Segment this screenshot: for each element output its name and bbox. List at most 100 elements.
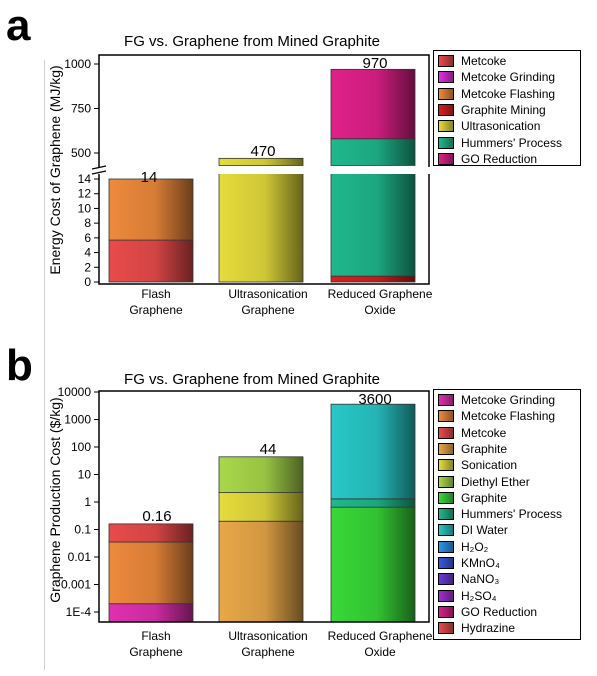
panel-b-legend-swatch (438, 476, 454, 488)
panel-b-category-label: Graphene (241, 645, 295, 659)
panel-a-legend-swatch (438, 137, 454, 149)
panel-b-category-label: Graphene (129, 645, 183, 659)
panel-a-legend-item: Hummers' Process (438, 135, 562, 151)
panel-a-bar-segment (219, 172, 303, 282)
panel-a-category-label: Oxide (364, 303, 396, 317)
panel-b-chart: FG vs. Graphene from Mined Graphite Grap… (47, 371, 433, 659)
panel-b-legend-swatch (438, 557, 454, 569)
panel-b-legend-item: DI Water (438, 522, 508, 538)
panel-b-legend-label: H₂SO₄ (461, 589, 497, 603)
panel-b-legend-item: Metcoke (438, 425, 506, 441)
panel-b-category-label: Ultrasonication (228, 629, 307, 643)
panel-b-legend-swatch (438, 492, 454, 504)
panel-b-legend-label: KMnO₄ (461, 556, 500, 570)
panel-a-category-label: Flash (141, 287, 170, 301)
panel-b-total-label: 44 (260, 441, 277, 458)
panel-a-legend-item: Metcoke (438, 53, 506, 69)
panel-b-legend-item: NaNO₃ (438, 571, 499, 587)
panel-b-ytick-label: 100 (71, 440, 91, 454)
panel-a-ytick-label: 500 (71, 146, 91, 160)
panel-b-legend-item: H₂SO₄ (438, 588, 497, 604)
panel-a-bar-segment (331, 139, 415, 166)
panel-a-bar-segment (109, 240, 193, 282)
panel-b-legend-item: Metcoke Flashing (438, 408, 555, 424)
panel-a-total-label: 14 (141, 169, 158, 186)
panel-b-total-label: 0.16 (142, 508, 171, 525)
panel-b-bar-segment (109, 524, 193, 542)
panel-b-legend-label: Hydrazine (461, 621, 515, 635)
panel-b-legend-label: NaNO₃ (461, 572, 499, 586)
panel-a-title: FG vs. Graphene from Mined Graphite (124, 33, 380, 50)
panel-b-legend-swatch (438, 410, 454, 422)
panel-a-legend-item: GO Reduction (438, 151, 537, 167)
panel-a-legend-label: GO Reduction (461, 152, 537, 166)
panel-b-ytick-label: 0.1 (74, 523, 91, 537)
panel-b-legend-swatch (438, 524, 454, 536)
panel-b-legend-item: Graphite (438, 441, 507, 457)
panel-b-legend-label: Metcoke Flashing (461, 409, 555, 423)
panel-b-title: FG vs. Graphene from Mined Graphite (124, 371, 380, 388)
panel-b-legend-item: Sonication (438, 457, 517, 473)
panel-b-legend-swatch (438, 606, 454, 618)
panel-a-total-label: 970 (362, 55, 387, 72)
panel-b-category-label: Flash (141, 629, 170, 643)
panel-a-legend-swatch (438, 55, 454, 67)
panel-b-bar-segment (219, 521, 303, 622)
panel-b-legend-item: Diethyl Ether (438, 474, 530, 490)
panel-a-ytick-label: 2 (84, 260, 91, 274)
panel-b-legend-label: Graphite (461, 442, 507, 456)
panel-a-legend-swatch (438, 88, 454, 100)
panel-b-ytick-label: 10000 (58, 385, 92, 399)
panel-a-ytick-label: 8 (84, 216, 91, 230)
panel-b-category-label: Oxide (364, 645, 396, 659)
panel-b-legend-label: GO Reduction (461, 605, 537, 619)
panel-a-legend: Metcoke Metcoke Grinding Metcoke Flashing G… (433, 50, 581, 166)
panel-a-legend-label: Metcoke Grinding (461, 70, 555, 84)
panel-b-legend-swatch (438, 394, 454, 406)
panel-a-ytick-label: 750 (71, 102, 91, 116)
panel-a-ytick-label: 1000 (64, 57, 91, 71)
panel-b-bar-segment (219, 457, 303, 493)
panel-a-total-label: 470 (250, 143, 275, 160)
panel-b-legend-label: Sonication (461, 458, 517, 472)
panel-b-legend-label: Diethyl Ether (461, 475, 530, 489)
panel-a-legend-swatch (438, 104, 454, 116)
panel-b-legend-item: H₂O₂ (438, 539, 488, 555)
panel-a-chart: FG vs. Graphene from Mined Graphite Ener… (47, 33, 433, 317)
panel-a-legend-swatch (438, 153, 454, 165)
panel-b-legend-label: Metcoke (461, 426, 506, 440)
panel-b-legend-item: KMnO₄ (438, 555, 500, 571)
panel-a-legend-label: Metcoke (461, 54, 506, 68)
panel-a-legend-item: Ultrasonication (438, 118, 540, 134)
panel-a-legend-label: Metcoke Flashing (461, 87, 555, 101)
panel-a-bar-segment (331, 69, 415, 138)
panel-a-category-label: Ultrasonication (228, 287, 307, 301)
panel-a-ylabel: Energy Cost of Graphene (MJ/kg) (47, 65, 63, 274)
panel-a-category-label: Graphene (241, 303, 295, 317)
panel-a-ytick-label: 6 (84, 231, 91, 245)
panel-b-legend-label: DI Water (461, 523, 508, 537)
panel-a-bar-segment (109, 179, 193, 240)
panel-b-legend-item: Metcoke Grinding (438, 392, 555, 408)
panel-a-bar-segment (331, 276, 415, 282)
panel-b-legend-label: Hummers' Process (461, 507, 562, 521)
panel-a-legend-item: Graphite Mining (438, 102, 546, 118)
panel-b-bar-segment (219, 493, 303, 522)
panel-b-ytick-label: 1 (84, 495, 91, 509)
panel-a-ytick-label: 12 (78, 187, 92, 201)
panel-b-ytick-label: 1000 (64, 413, 91, 427)
panel-b-ytick-label: 10 (78, 468, 92, 482)
panel-a-legend-label: Ultrasonication (461, 119, 540, 133)
panel-a-category-label: Reduced Graphene (328, 287, 433, 301)
panel-a-legend-swatch (438, 71, 454, 83)
panel-a-legend-label: Graphite Mining (461, 103, 546, 117)
panel-a-legend-item: Metcoke Flashing (438, 86, 555, 102)
panel-a-legend-label: Hummers' Process (461, 136, 562, 150)
panel-b-legend-label: Graphite (461, 491, 507, 505)
panel-b-legend-swatch (438, 427, 454, 439)
panel-b-legend-label: Metcoke Grinding (461, 393, 555, 407)
panel-a-ytick-label: 4 (84, 246, 91, 260)
panel-a-legend-item: Metcoke Grinding (438, 69, 555, 85)
panel-b-legend-swatch (438, 443, 454, 455)
panel-b-legend-item: GO Reduction (438, 604, 537, 620)
